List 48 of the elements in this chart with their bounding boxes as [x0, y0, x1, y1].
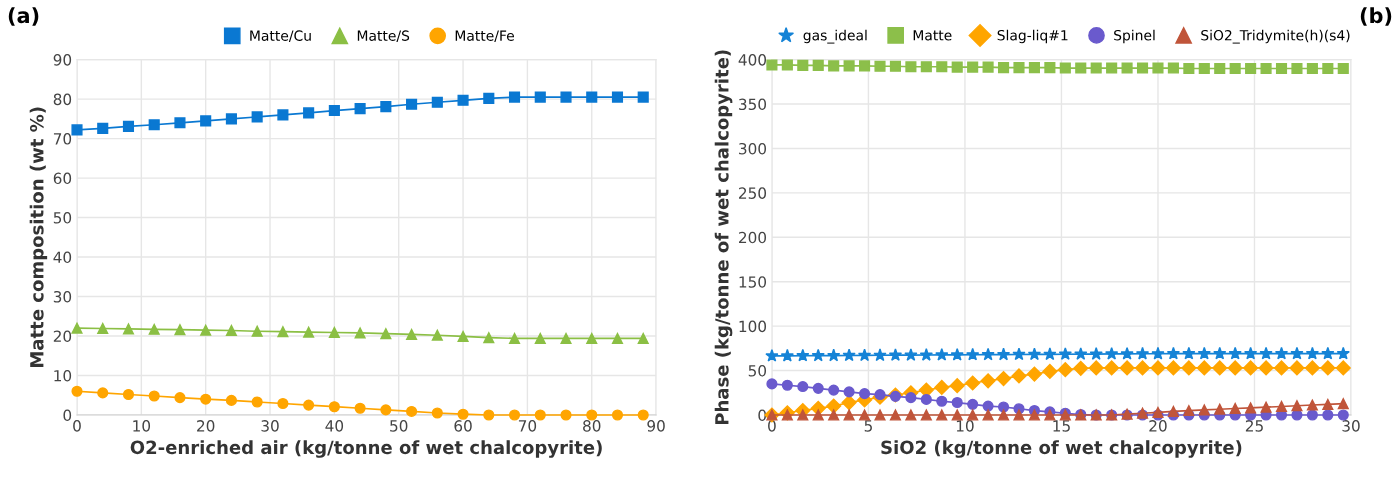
- legend-label: gas_ideal: [803, 29, 867, 44]
- x-tick-label: 20: [197, 420, 215, 432]
- x-tick-label: 90: [647, 420, 665, 432]
- legend-label: Slag-liq#1: [997, 29, 1068, 44]
- text: (a): [8, 7, 39, 26]
- y-tick-label: 90: [53, 54, 72, 66]
- x-axis-title: O2-enriched air (kg/tonne of wet chalcopyrite): [130, 440, 602, 458]
- x-tick-label: 70: [518, 420, 537, 432]
- y-tick-label: 30: [53, 291, 72, 303]
- x-tick-label: 10: [956, 420, 974, 432]
- y-axis-title: Matte composition (wt %): [29, 107, 48, 367]
- x-tick-label: 20: [1149, 420, 1167, 432]
- x-tick-label: 50: [390, 420, 408, 432]
- y-tick-label: 350: [739, 98, 767, 111]
- legend-label: Spinel: [1114, 29, 1155, 44]
- legend-label: Matte/S: [357, 30, 410, 42]
- x-tick-label: 25: [1245, 420, 1263, 432]
- x-tick-label: 5: [864, 420, 872, 432]
- text: (b): [1360, 7, 1392, 26]
- y-tick-label: 20: [53, 330, 72, 343]
- legend-label: Matte/Cu: [250, 30, 311, 42]
- y-tick-label: 200: [739, 231, 767, 244]
- x-tick-label: 30: [1342, 420, 1360, 432]
- y-tick-label: 150: [739, 276, 767, 288]
- legend-label: Matte/Fe: [455, 30, 514, 42]
- y-tick-label: 0: [63, 409, 72, 422]
- y-tick-label: 250: [739, 187, 767, 199]
- x-tick-label: 10: [133, 420, 151, 432]
- y-tick-label: 40: [53, 251, 72, 264]
- legend-label: SiO2_Tridymite(h)(s4): [1201, 29, 1350, 44]
- y-tick-label: 80: [53, 93, 72, 106]
- x-tick-label: 15: [1053, 420, 1070, 432]
- y-tick-label: 50: [748, 365, 767, 377]
- y-tick-label: 400: [738, 54, 767, 66]
- y-tick-label: 300: [739, 142, 767, 155]
- x-tick-label: 40: [325, 420, 344, 432]
- legend-label: Matte: [913, 30, 952, 41]
- y-tick-label: 60: [53, 172, 72, 185]
- x-axis-title: SiO2 (kg/tonne of wet chalcopyrite): [881, 440, 1242, 458]
- x-tick-label: 60: [454, 420, 472, 432]
- y-tick-label: 70: [53, 133, 72, 145]
- x-tick-label: 80: [583, 420, 601, 432]
- y-tick-label: 50: [53, 212, 72, 224]
- x-tick-label: 30: [261, 420, 279, 432]
- y-tick-label: 100: [739, 320, 767, 333]
- y-axis-title: Phase (kg/tonne of wet chalcopyrite): [714, 50, 733, 425]
- x-tick-label: 0: [73, 420, 81, 432]
- y-tick-label: 10: [54, 369, 72, 382]
